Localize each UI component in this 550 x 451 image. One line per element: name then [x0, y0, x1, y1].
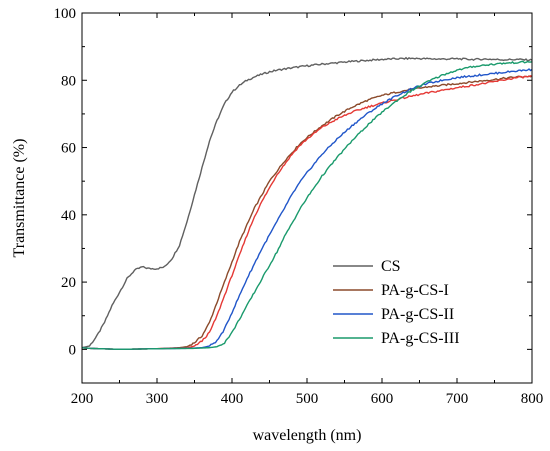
x-tick-label: 500: [296, 391, 319, 407]
x-tick-label: 800: [521, 391, 544, 407]
x-tick-label: 400: [221, 391, 244, 407]
x-axis-title: wavelength (nm): [253, 427, 362, 444]
series-line-pa-g-cs-iii: [81, 68, 533, 351]
y-axis-title: Transmittance (%): [11, 139, 28, 258]
series-layer: [81, 56, 533, 351]
legend-label: PA-g-CS-III: [381, 330, 460, 347]
series-line-pa-g-cs-ii: [81, 75, 533, 351]
y-tick-label: 60: [61, 141, 76, 157]
legend-label: PA-g-CS-I: [381, 282, 449, 299]
legend: CS PA-g-CS-I PA-g-CS-II PA-g-CS-III: [333, 258, 460, 347]
y-tick-label: 100: [54, 6, 77, 22]
x-tick-label: 200: [71, 391, 94, 407]
y-tick-label: 40: [61, 208, 76, 224]
y-tick-label: 20: [61, 275, 76, 291]
x-tick-label: 700: [446, 391, 469, 407]
ticks-layer: 200 300 400 500 600 700 800 0 20 40 60 80 100: [54, 6, 544, 407]
series-line-unnamed-4: [81, 60, 533, 351]
legend-label: CS: [381, 258, 401, 275]
legend-label: PA-g-CS-II: [381, 306, 454, 323]
y-tick-label: 80: [61, 73, 76, 89]
series-line-pa-g-cs-i: [81, 75, 533, 351]
series-line-cs: [81, 56, 533, 349]
x-tick-label: 300: [146, 391, 169, 407]
y-tick-label: 0: [69, 342, 77, 358]
x-tick-label: 600: [371, 391, 394, 407]
